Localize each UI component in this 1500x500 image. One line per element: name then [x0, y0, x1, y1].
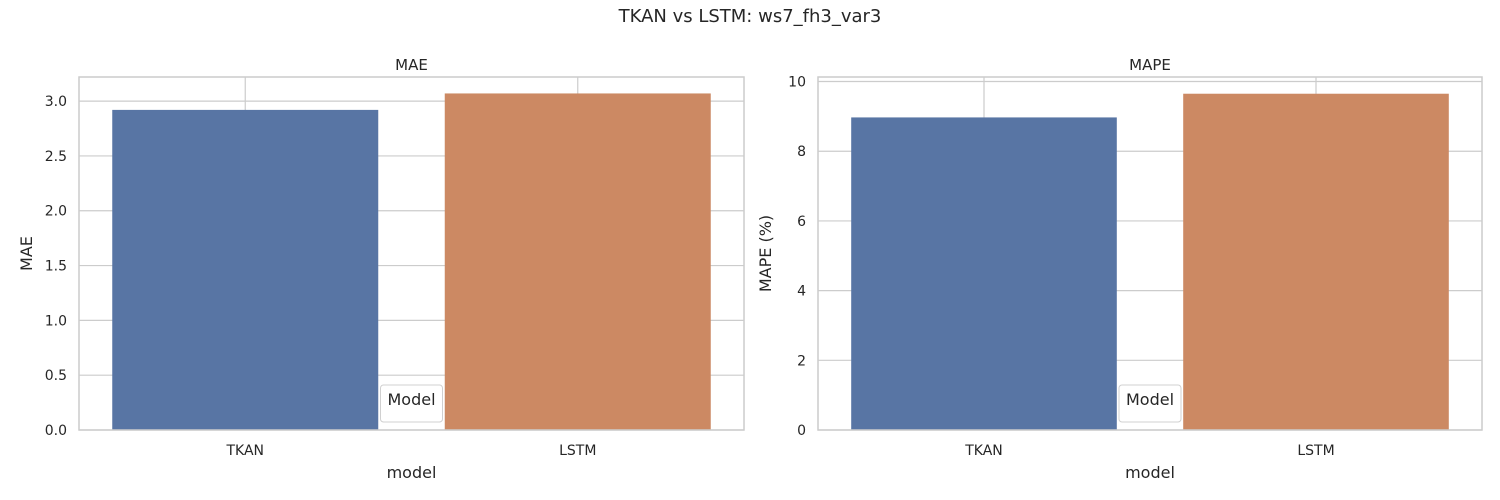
- y-tick-label: 10: [788, 75, 806, 91]
- figure-title: TKAN vs LSTM: ws7_fh3_var3: [618, 6, 882, 27]
- x-tick-label: TKAN: [964, 443, 1003, 459]
- panel-title: MAE: [395, 56, 428, 74]
- x-axis-label: model: [1125, 463, 1175, 482]
- y-tick-label: 0.5: [45, 368, 67, 384]
- y-tick-label: 1.5: [45, 259, 67, 275]
- axes-frame: [78, 76, 745, 431]
- y-tick-label: 8: [797, 144, 806, 160]
- bar-tkan: [851, 117, 1117, 430]
- y-tick-label: 2.0: [45, 204, 67, 220]
- legend-box: [1118, 384, 1182, 423]
- y-tick-label: 3.0: [45, 94, 67, 110]
- legend-title: Model: [1126, 390, 1174, 409]
- x-tick-label: LSTM: [1297, 443, 1334, 459]
- y-axis-label: MAPE (%): [756, 215, 775, 292]
- axes-frame: [817, 76, 1483, 431]
- y-tick-label: 2: [797, 353, 806, 369]
- y-axis-label: MAE: [17, 236, 36, 271]
- y-tick-label: 1.0: [45, 313, 67, 329]
- x-axis-label: model: [387, 463, 437, 482]
- y-tick-label: 4: [797, 284, 806, 300]
- y-tick-label: 2.5: [45, 149, 67, 165]
- x-tick-label: LSTM: [559, 443, 596, 459]
- panel-title: MAPE: [1129, 56, 1171, 74]
- bar-tkan: [112, 109, 379, 431]
- bar-lstm: [444, 93, 711, 431]
- bar-lstm: [1183, 93, 1449, 430]
- y-tick-label: 0: [797, 423, 806, 439]
- legend-box: [380, 384, 443, 423]
- y-tick-label: 6: [797, 214, 806, 230]
- y-tick-label: 0.0: [45, 423, 67, 439]
- legend-title: Model: [387, 390, 435, 409]
- x-tick-label: TKAN: [225, 443, 264, 459]
